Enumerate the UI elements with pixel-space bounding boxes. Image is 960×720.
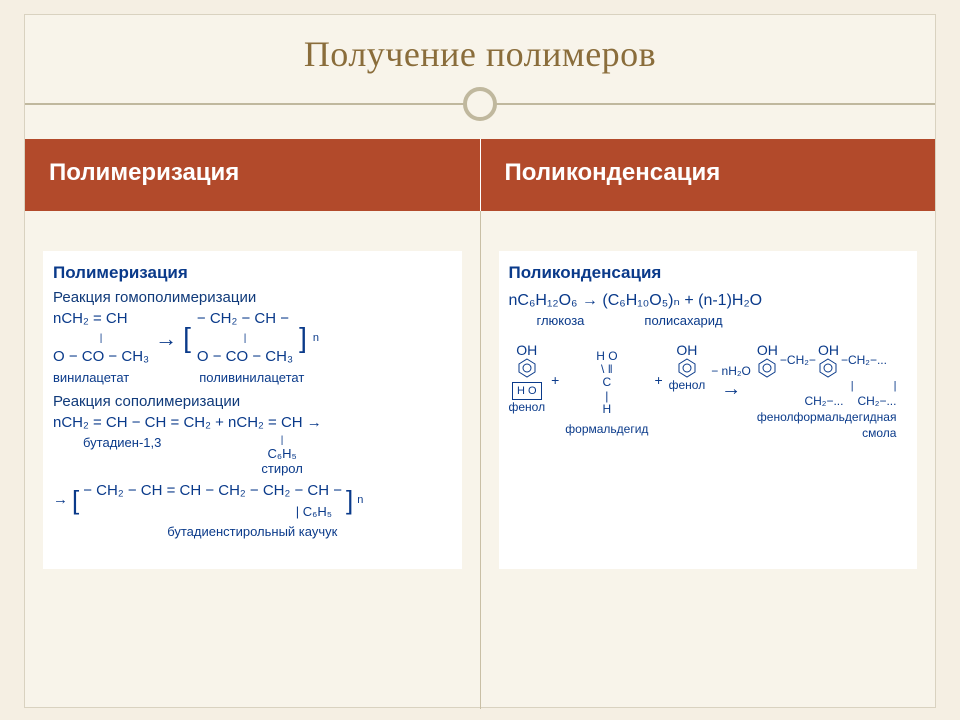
- formaldehyde-label: формальдегид: [565, 422, 648, 436]
- title-circle-ornament: [463, 87, 497, 121]
- rxn2-substituent: C₆H₅: [267, 446, 296, 461]
- ch2-bridge: CH₂: [787, 353, 809, 367]
- oh-p1: OH: [757, 342, 778, 358]
- right-chem-panel: Поликонденсация nC₆H₁₂O₆ → (C₆H₁₀O₅)ₙ + …: [499, 251, 918, 569]
- rxn2-product: → [ − CH₂ − CH = CH − CH₂ − CH₂ − CH − |…: [53, 480, 452, 522]
- rxn1-formula: nCH₂ = CH | O − CO − CH₃ → [ − CH₂ − CH …: [53, 308, 452, 368]
- ch2-dots-3: CH₂−...: [857, 394, 896, 408]
- right-panel-heading: Поликонденсация: [509, 263, 908, 283]
- ch2-dots-2: CH₂−...: [804, 394, 843, 408]
- rxn1-reactant-bot: O − CO − CH₃: [53, 346, 149, 369]
- cond-label: − nH₂O: [711, 364, 751, 378]
- rxn2-butadiene-label: бутадиен-1,3: [83, 435, 161, 476]
- rxn1-reactant-top: nCH₂ = CH: [53, 308, 149, 331]
- benzene-ring-icon: [518, 358, 536, 378]
- left-chem-panel: Полимеризация Реакция гомополимеризации …: [43, 251, 462, 569]
- hco-top: H O: [517, 385, 537, 397]
- rxn1-title: Реакция гомополимеризации: [53, 289, 452, 306]
- benzene-ring-icon: [678, 358, 696, 378]
- rxn2-styrene-label: стирол: [261, 461, 302, 476]
- eq1-left-label: глюкоза: [537, 313, 585, 328]
- rxn2-arrow: →: [53, 489, 68, 512]
- rxn1-product-label: поливинилацетат: [199, 370, 304, 385]
- ch2-dots-1: CH₂−...: [848, 353, 887, 367]
- rxn2-product-sub: C₆H₅: [303, 504, 332, 519]
- eq1: nC₆H₁₂O₆ → (C₆H₁₀O₅)ₙ + (n-1)H₂O: [509, 289, 908, 313]
- fch-mid: C: [603, 375, 612, 389]
- phenol-label-2: фенол: [669, 378, 706, 392]
- left-column-header: Полимеризация: [25, 139, 480, 211]
- slide-root: Получение полимеров Полимеризация Полико…: [0, 0, 960, 720]
- rxn2-line1: nCH₂ = CH − CH = CH₂ + nCH₂ = CH: [53, 414, 303, 431]
- product-label-2: смола: [757, 426, 897, 440]
- oh-label-2: OH: [676, 342, 697, 358]
- oh-p2: OH: [818, 342, 839, 358]
- slide-inner: Получение полимеров Полимеризация Полико…: [24, 14, 936, 708]
- column-header-band: Полимеризация Поликонденсация: [25, 139, 935, 211]
- rxn2-title: Реакция сополимеризации: [53, 393, 452, 410]
- phenol-label: фенол: [509, 400, 546, 414]
- rxn2-product-n: n: [357, 492, 363, 509]
- content-row: Образец текста Второй уровень Третий уро…: [25, 211, 935, 709]
- rxn2-reactants: nCH₂ = CH − CH = CH₂ + nCH₂ = CH →: [53, 412, 452, 435]
- pf-scheme: OH H O фенол +: [509, 342, 908, 440]
- rxn1-product-top: − CH₂ − CH −: [197, 308, 293, 331]
- rxn2-product-chain: − CH₂ − CH = CH − CH₂ − CH₂ − CH −: [83, 480, 342, 503]
- oh-label: OH: [516, 342, 537, 358]
- right-column-header: Поликонденсация: [481, 139, 936, 211]
- rxn1-product-bot: O − CO − CH₃: [197, 346, 293, 369]
- title-area: Получение полимеров: [25, 15, 935, 75]
- fch-top: H O: [596, 349, 617, 363]
- slide-title: Получение полимеров: [25, 33, 935, 75]
- eq1-right-label: полисахарид: [644, 313, 722, 328]
- rxn1-n: n: [313, 330, 319, 347]
- rxn2-product-label: бутадиенстирольный каучук: [53, 524, 452, 539]
- right-content-cell: Образец текста Второй уровень Третий уро…: [481, 211, 936, 709]
- left-content-cell: Образец текста Второй уровень Третий уро…: [25, 211, 480, 709]
- left-panel-heading: Полимеризация: [53, 263, 452, 283]
- product-label-1: фенолформальдегидная: [757, 410, 897, 424]
- rxn1-reactant-label: винилацетат: [53, 370, 129, 385]
- fch-bot: H: [603, 402, 612, 416]
- benzene-ring-icon: [758, 358, 776, 378]
- benzene-ring-icon: [819, 358, 837, 378]
